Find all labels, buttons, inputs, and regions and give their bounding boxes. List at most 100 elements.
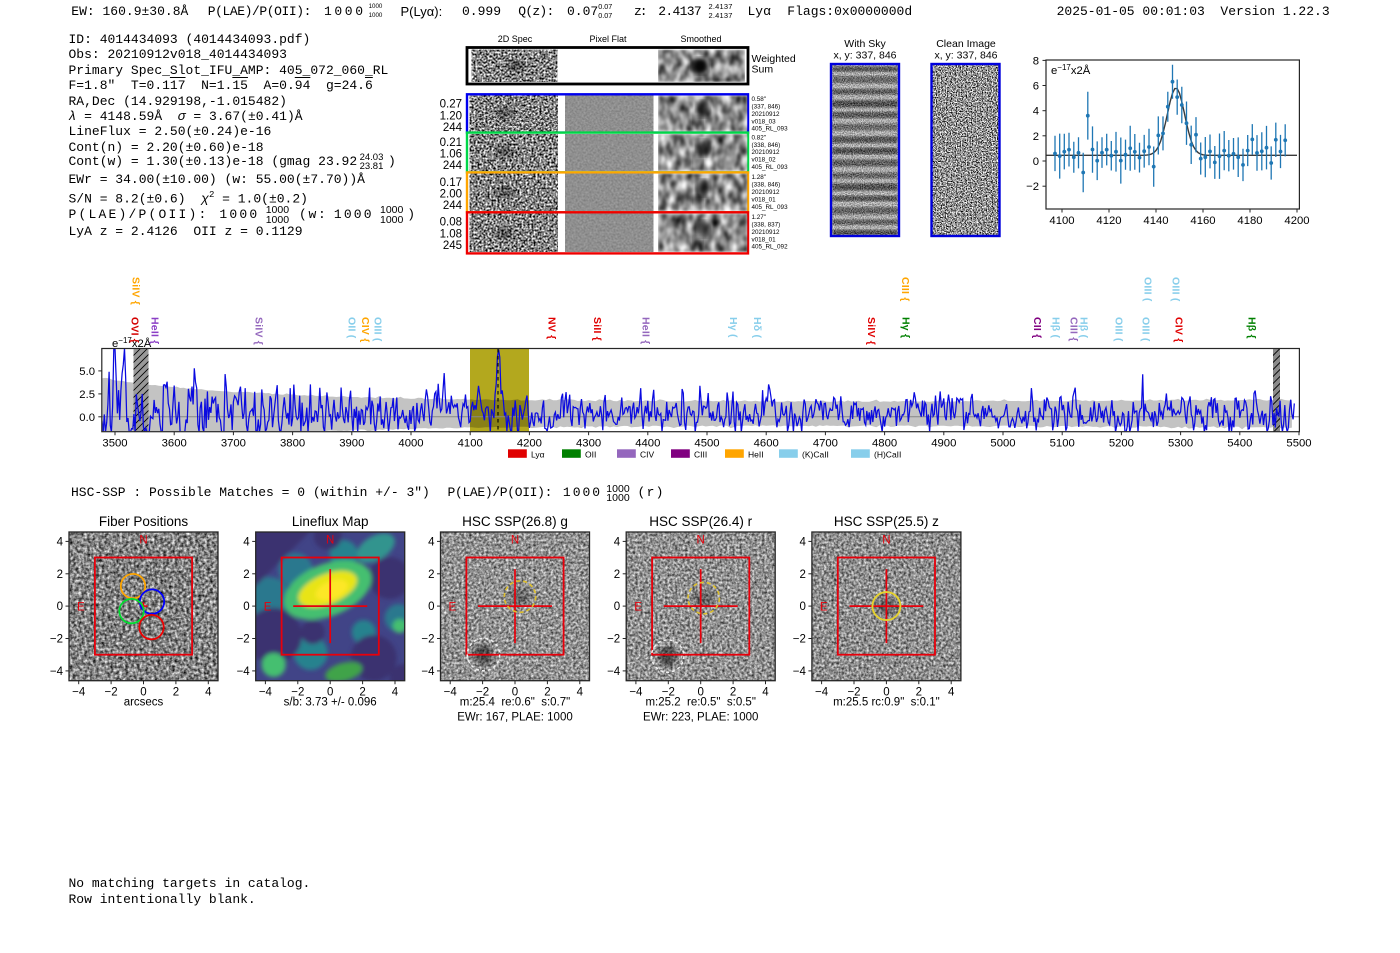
- svg-text:405_RL_092: 405_RL_092: [752, 244, 789, 251]
- svg-text:20210912: 20210912: [752, 189, 781, 196]
- svg-text:4400: 4400: [635, 438, 660, 450]
- svg-text:0: 0: [799, 601, 805, 613]
- svg-text:2: 2: [57, 569, 63, 581]
- svg-text:v018_01: v018_01: [752, 196, 777, 203]
- svg-text:4: 4: [428, 536, 435, 548]
- svg-text:4140: 4140: [1143, 215, 1168, 227]
- svg-text:3800: 3800: [280, 438, 305, 450]
- svg-text:OIII (: OIII (: [372, 317, 384, 342]
- svg-text:HeII: HeII: [748, 449, 764, 459]
- svg-text:2: 2: [730, 687, 736, 699]
- svg-text:−4: −4: [237, 666, 251, 678]
- svg-text:Hβ (: Hβ (: [1050, 317, 1062, 339]
- svg-text:245: 245: [443, 240, 462, 252]
- svg-text:0: 0: [428, 601, 434, 613]
- svg-text:4180: 4180: [1237, 215, 1262, 227]
- svg-text:0.21: 0.21: [440, 137, 462, 149]
- svg-text:1.08: 1.08: [440, 228, 462, 240]
- svg-text:405_RL_093: 405_RL_093: [752, 204, 789, 211]
- svg-text:E: E: [449, 602, 457, 614]
- svg-text:−4: −4: [50, 666, 64, 678]
- svg-text:OIII (: OIII (: [1140, 317, 1152, 342]
- svg-text:CIV {: CIV {: [1173, 317, 1185, 343]
- svg-text:244: 244: [443, 200, 463, 212]
- svg-text:Hδ (: Hδ (: [751, 317, 763, 338]
- svg-text:5400: 5400: [1227, 438, 1252, 450]
- svg-text:e−17x2Å: e−17x2Å: [1051, 63, 1091, 77]
- svg-text:CIV: CIV: [640, 449, 655, 459]
- svg-text:0: 0: [512, 687, 518, 699]
- svg-text:1.06: 1.06: [440, 149, 462, 161]
- svg-text:0: 0: [1033, 156, 1039, 168]
- svg-text:5100: 5100: [1050, 438, 1075, 450]
- svg-text:CIII {: CIII {: [1068, 317, 1080, 342]
- svg-text:m:25.4 re:0.6" s:0.7": m:25.4 re:0.6" s:0.7": [460, 697, 570, 709]
- svg-text:0: 0: [57, 601, 63, 613]
- svg-text:v018_03: v018_03: [752, 118, 777, 125]
- svg-text:3900: 3900: [339, 438, 364, 450]
- svg-text:2: 2: [614, 569, 620, 581]
- svg-text:E: E: [77, 602, 85, 614]
- svg-text:4: 4: [243, 536, 250, 548]
- svg-text:0: 0: [140, 687, 146, 699]
- svg-text:CIV {: CIV {: [359, 317, 371, 343]
- svg-text:1.28": 1.28": [752, 174, 767, 181]
- svg-text:3700: 3700: [221, 438, 246, 450]
- svg-text:5500: 5500: [1286, 438, 1311, 450]
- svg-text:−2: −2: [476, 687, 489, 699]
- svg-text:0: 0: [327, 687, 333, 699]
- svg-text:4200: 4200: [1284, 215, 1309, 227]
- svg-text:4120: 4120: [1096, 215, 1121, 227]
- svg-text:0: 0: [883, 687, 889, 699]
- svg-text:−2: −2: [1026, 181, 1039, 193]
- svg-text:EWr: 167, PLAE: 1000: EWr: 167, PLAE: 1000: [457, 712, 573, 724]
- svg-text:Clean Image: Clean Image: [936, 38, 996, 50]
- svg-text:20210912: 20210912: [752, 229, 781, 236]
- svg-text:4100: 4100: [1049, 215, 1074, 227]
- svg-text:Weighted: Weighted: [752, 53, 796, 65]
- svg-text:6: 6: [1033, 81, 1039, 93]
- svg-text:SiIV {: SiIV {: [130, 277, 142, 305]
- svg-text:s/b: 3.73 +/- 0.096: s/b: 3.73 +/- 0.096: [284, 697, 377, 709]
- svg-text:2: 2: [243, 569, 249, 581]
- svg-text:−4: −4: [259, 687, 273, 699]
- svg-text:OIII (: OIII (: [1170, 277, 1182, 302]
- svg-text:0.82": 0.82": [752, 134, 767, 141]
- svg-text:N: N: [511, 535, 519, 547]
- svg-text:SiIV {: SiIV {: [865, 317, 877, 345]
- svg-text:2: 2: [544, 687, 550, 699]
- svg-text:0.27: 0.27: [440, 99, 462, 111]
- svg-text:4: 4: [57, 536, 64, 548]
- svg-text:(K)CaII: (K)CaII: [802, 449, 829, 459]
- svg-text:0: 0: [697, 687, 703, 699]
- svg-text:With Sky: With Sky: [844, 38, 886, 50]
- svg-text:4200: 4200: [517, 438, 542, 450]
- svg-text:4000: 4000: [398, 438, 423, 450]
- svg-text:OVI {: OVI {: [129, 317, 141, 343]
- svg-text:−4: −4: [421, 666, 435, 678]
- svg-text:4: 4: [614, 536, 621, 548]
- svg-text:EWr: 223, PLAE: 1000: EWr: 223, PLAE: 1000: [643, 712, 759, 724]
- svg-text:arcsecs: arcsecs: [124, 697, 164, 709]
- svg-text:m:25.5 rc:0.9" s:0.1": m:25.5 rc:0.9" s:0.1": [833, 697, 940, 709]
- svg-text:E: E: [820, 602, 828, 614]
- svg-text:−2: −2: [662, 687, 675, 699]
- svg-text:(338, 837): (338, 837): [752, 222, 781, 229]
- svg-text:−4: −4: [72, 687, 86, 699]
- svg-text:4: 4: [1033, 106, 1039, 118]
- svg-text:5.0: 5.0: [79, 366, 95, 378]
- svg-text:4: 4: [577, 687, 584, 699]
- svg-text:−2: −2: [421, 634, 434, 646]
- svg-text:5300: 5300: [1168, 438, 1193, 450]
- svg-text:1.27": 1.27": [752, 214, 767, 221]
- svg-text:−2: −2: [607, 634, 620, 646]
- svg-text:2: 2: [916, 687, 922, 699]
- svg-text:E: E: [264, 602, 272, 614]
- svg-text:Pixel Flat: Pixel Flat: [589, 34, 627, 44]
- svg-text:OII (: OII (: [346, 317, 358, 339]
- svg-text:4900: 4900: [931, 438, 956, 450]
- svg-text:244: 244: [443, 160, 463, 172]
- svg-text:E: E: [634, 602, 642, 614]
- svg-text:−4: −4: [629, 687, 643, 699]
- svg-text:8: 8: [1033, 55, 1039, 67]
